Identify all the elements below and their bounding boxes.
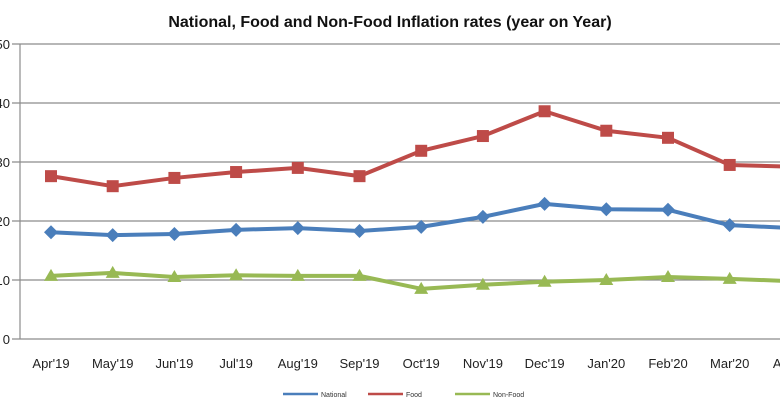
chart-title: National, Food and Non-Food Inflation ra… [168,14,612,31]
data-point [538,105,551,118]
x-tick-label: Mar'20 [710,356,749,371]
x-tick-label: Jun'19 [155,356,193,371]
data-point [352,268,367,281]
y-tick-label: 10 [0,273,10,288]
data-point [476,130,489,143]
data-point [167,270,182,283]
data-point [106,180,119,193]
data-point [352,224,367,239]
data-point [661,202,675,217]
data-point [415,144,428,157]
x-tick-label: May'19 [92,356,134,371]
data-point [414,281,429,294]
data-point [537,274,552,287]
x-tick-label: Aug'19 [278,356,318,371]
data-point [353,170,366,183]
data-point [475,209,490,224]
x-tick-label: Apr'19 [32,356,69,371]
x-tick-label: Jan'20 [587,356,625,371]
data-point [722,218,737,233]
data-point [414,219,429,234]
legend-label: National [321,392,347,399]
x-tick-label: Feb'20 [648,356,687,371]
data-point [45,170,57,183]
legend-label: Non-Food [493,392,524,399]
data-point [661,270,675,283]
data-point [229,268,244,281]
data-point [229,222,244,237]
y-tick-label: 40 [0,96,10,111]
data-point [44,268,58,281]
data-point [599,202,614,217]
data-point [290,268,305,281]
x-tick-label: Sep'19 [339,356,379,371]
data-point [290,221,305,236]
data-point [600,124,613,137]
data-point [537,196,552,211]
data-point [662,131,674,144]
data-point [475,277,490,290]
data-point [230,166,243,179]
data-point [723,158,736,171]
x-tick-label: Nov'19 [463,356,503,371]
data-point [44,225,58,240]
data-point [105,265,120,278]
data-point [168,171,181,184]
y-tick-label: 0 [3,332,10,347]
data-point [167,226,182,241]
data-point [291,161,304,174]
legend-label: Food [406,392,422,399]
y-tick-label: 20 [0,214,10,229]
y-tick-label: 30 [0,155,10,170]
x-tick-label: Dec'19 [525,356,565,371]
x-tick-label: Apr'20 [773,356,780,371]
y-tick-label: 50 [0,37,10,52]
x-tick-label: Oct'19 [403,356,440,371]
data-point [599,273,614,285]
data-point [722,271,737,284]
data-point [105,228,120,243]
x-tick-label: Jul'19 [219,356,253,371]
